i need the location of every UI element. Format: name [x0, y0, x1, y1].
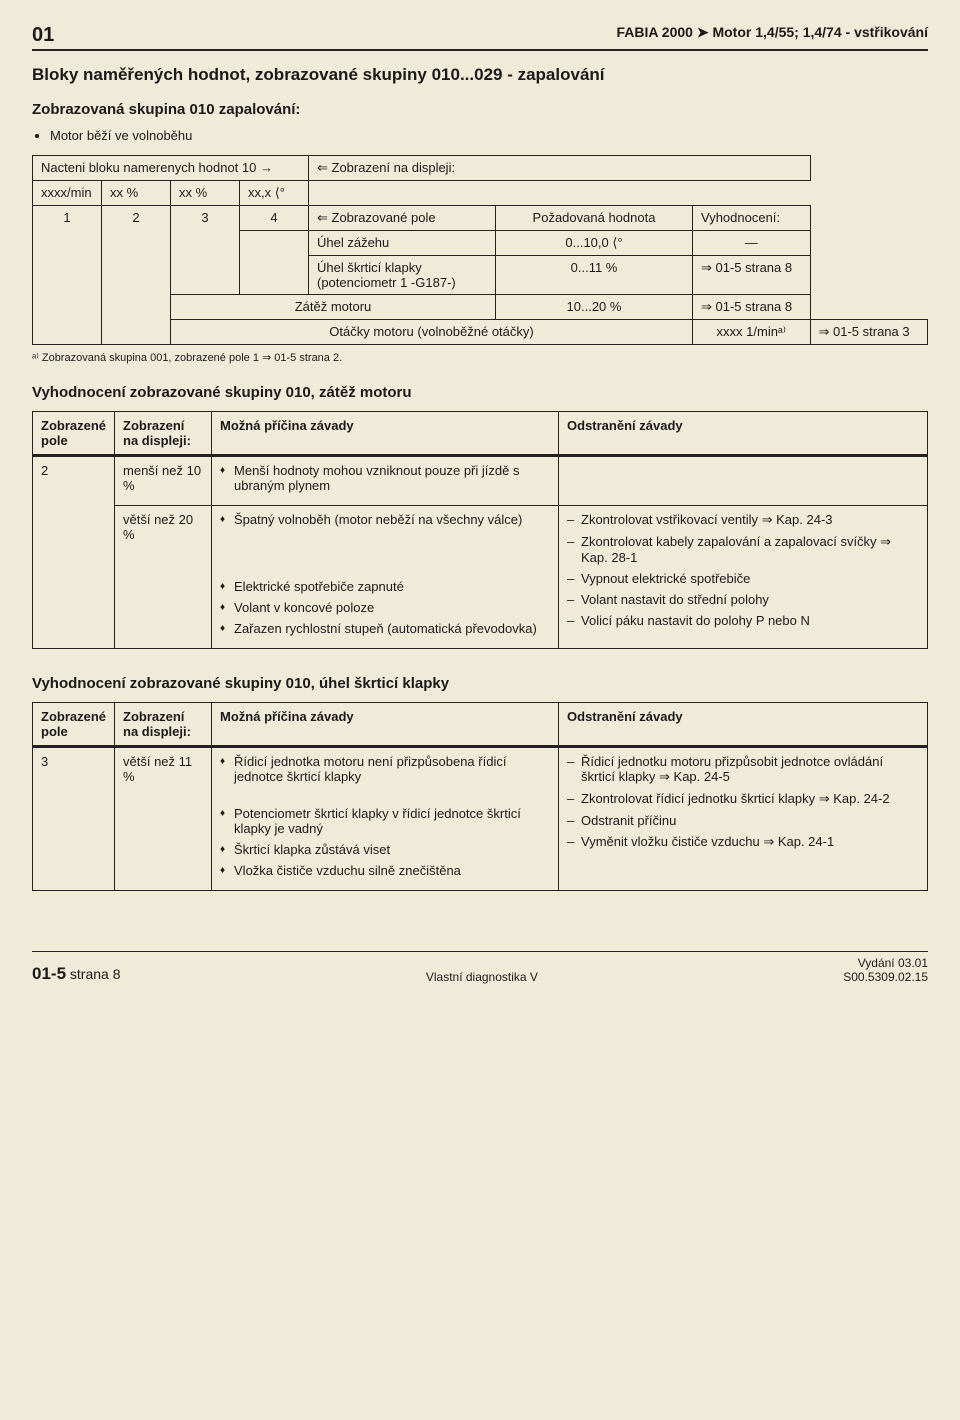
t1-r1c1: Nacteni bloku namerenych hodnot 10 → [33, 156, 309, 181]
section1-table: Nacteni bloku namerenych hodnot 10 → ⇐ Z… [32, 155, 928, 345]
t1-r1c2: ⇐ Zobrazení na displeji: [309, 156, 811, 181]
s2-r1c3: Menší hodnoty mohou vzniknout pouze při … [212, 456, 559, 506]
footer-left: 01-5 strana 8 [32, 964, 121, 984]
t1-r3f: Požadovaná hodnota [496, 206, 693, 231]
section1-footnote: ᵃ⁾ Zobrazovaná skupina 001, zobrazené po… [32, 351, 928, 364]
t1-r3a: 1 [33, 206, 102, 345]
s2-r2c4: Zkontrolovat vstřikovací ventily ⇒ Kap. … [559, 506, 928, 649]
s2-r1c4 [559, 456, 928, 506]
t1-r5f: 0...11 % [496, 256, 693, 295]
bullet-item: Motor běží ve volnoběhu [50, 128, 928, 143]
page-footer: 01-5 strana 8 Vlastní diagnostika V Vydá… [32, 951, 928, 984]
t1-r3e: ⇐ Zobrazované pole [309, 206, 496, 231]
t1-r3c: 3 [171, 206, 240, 295]
t1-r2a: xxxx/min [33, 181, 102, 206]
s3-h3: Možná příčina závady [212, 703, 559, 747]
t1-r4g: — [693, 231, 811, 256]
section2-table: Zobrazené pole Zobrazení na displeji: Mo… [32, 411, 928, 649]
header-title: FABIA 2000 ➤ Motor 1,4/55; 1,4/74 - vstř… [616, 24, 928, 41]
s2-r1c2: menší než 10 % [115, 456, 212, 506]
t1-r3b: 2 [102, 206, 171, 345]
s3-r1c3: Řídicí jednotka motoru není přizpůsobena… [212, 747, 559, 891]
t1-r5e: Úhel škrticí klapky (potenciometr 1 -G18… [309, 256, 496, 295]
s2-h2: Zobrazení na displeji: [115, 412, 212, 456]
s2-h3: Možná příčina závady [212, 412, 559, 456]
t1-r7g: ⇒ 01-5 strana 3 [810, 320, 928, 345]
s3-h1: Zobrazené pole [33, 703, 115, 747]
t1-r5g: ⇒ 01-5 strana 8 [693, 256, 811, 295]
t1-r6e: Zátěž motoru [171, 295, 496, 320]
t1-r4e: Úhel zážehu [309, 231, 496, 256]
s2-r1c1: 2 [33, 456, 115, 649]
t1-r2b: xx % [102, 181, 171, 206]
s2-r2c3: Špatný volnoběh (motor neběží na všechny… [212, 506, 559, 649]
t1-r6g: ⇒ 01-5 strana 8 [693, 295, 811, 320]
section1-title: Bloky naměřených hodnot, zobrazované sku… [32, 65, 928, 85]
section2-title: Vyhodnocení zobrazované skupiny 010, zát… [32, 384, 928, 401]
s3-h4: Odstranění závady [559, 703, 928, 747]
s3-r1c4: Řídicí jednotku motoru přizpůsobit jedno… [559, 747, 928, 891]
s2-h4: Odstranění závady [559, 412, 928, 456]
t1-r3d: 4 [240, 206, 309, 231]
section1-bullets: Motor běží ve volnoběhu [50, 128, 928, 143]
page-header: 01 FABIA 2000 ➤ Motor 1,4/55; 1,4/74 - v… [32, 24, 928, 51]
section1-subheading: Zobrazovaná skupina 010 zapalování: [32, 101, 928, 118]
t1-r6f: 10...20 % [496, 295, 693, 320]
t1-r2c: xx % [171, 181, 240, 206]
footer-center: Vlastní diagnostika V [426, 970, 538, 984]
t1-r7e: Otáčky motoru (volnoběžné otáčky) [171, 320, 693, 345]
s3-r1c1: 3 [33, 747, 115, 891]
t1-r7f: xxxx 1/minᵃ⁾ [693, 320, 811, 345]
footer-right: Vydání 03.01 S00.5309.02.15 [843, 956, 928, 984]
page-number-top: 01 [32, 24, 54, 47]
t1-r2d: xx,x ⟨° [240, 181, 309, 206]
section3-title: Vyhodnocení zobrazované skupiny 010, úhe… [32, 675, 928, 692]
s2-h1: Zobrazené pole [33, 412, 115, 456]
s2-r2c2: větší než 20 % [115, 506, 212, 649]
t1-r4f: 0...10,0 ⟨° [496, 231, 693, 256]
section3-table: Zobrazené pole Zobrazení na displeji: Mo… [32, 702, 928, 891]
s3-h2: Zobrazení na displeji: [115, 703, 212, 747]
t1-r3g: Vyhodnocení: [693, 206, 811, 231]
s3-r1c2: větší než 11 % [115, 747, 212, 891]
